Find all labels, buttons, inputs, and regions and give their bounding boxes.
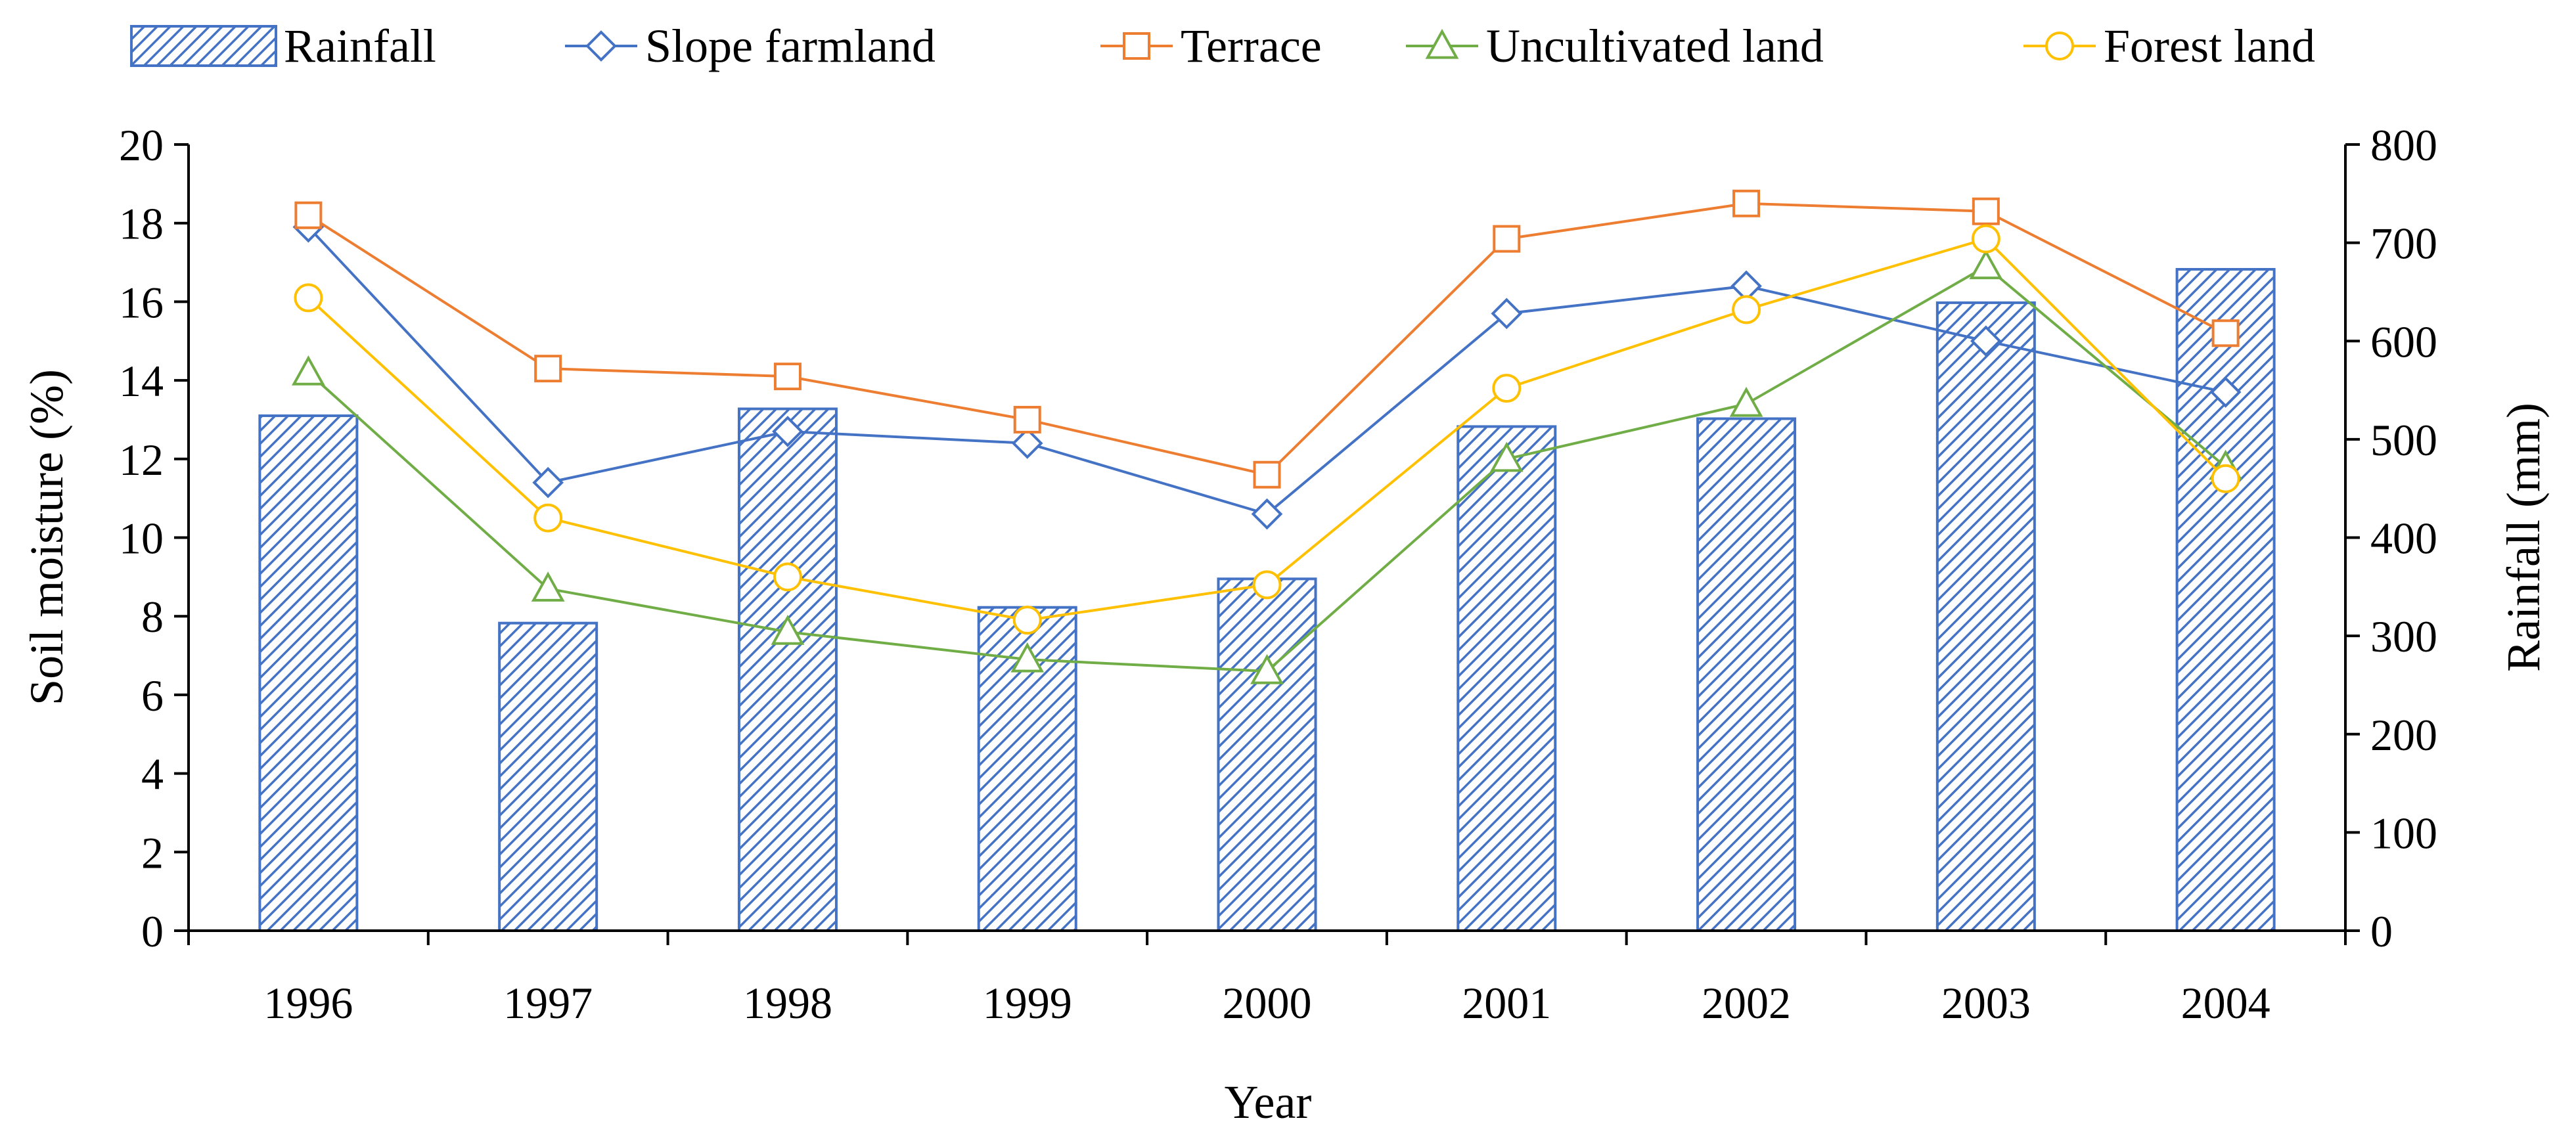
point-forest-land-1999 — [1012, 606, 1042, 635]
left-y-tick-label: 10 — [119, 514, 164, 564]
point-terrace-1998 — [773, 363, 802, 391]
point-terrace-2000 — [1253, 460, 1281, 489]
x-tick-label: 2001 — [1462, 978, 1551, 1028]
point-forest-land-1998 — [773, 562, 802, 592]
point-slope-farmland-1999 — [1011, 428, 1043, 459]
axis-ticks — [174, 143, 2360, 945]
left-y-tick-label: 6 — [141, 671, 164, 721]
point-terrace-1999 — [1013, 405, 1041, 433]
point-uncultivated-land-1998 — [771, 615, 805, 645]
x-tick-label: 2002 — [1702, 978, 1791, 1028]
point-terrace-2004 — [2211, 319, 2240, 347]
point-uncultivated-land-1996 — [291, 355, 325, 386]
right-y-tick-label: 0 — [2370, 906, 2393, 956]
x-tick-label: 1997 — [503, 978, 593, 1028]
right-y-tick-label: 700 — [2370, 219, 2437, 269]
x-tick-label: 2000 — [1223, 978, 1312, 1028]
point-forest-land-2000 — [1252, 570, 1282, 600]
point-uncultivated-land-1997 — [531, 571, 565, 602]
legend-label-uncultivated-land: Uncultivated land — [1486, 20, 1824, 72]
x-tick-label: 1999 — [983, 978, 1072, 1028]
right-y-tick-label: 300 — [2370, 611, 2437, 661]
point-forest-land-2004 — [2211, 464, 2240, 493]
left-y-tick-label: 2 — [141, 828, 164, 878]
legend-marker-slope-farmland — [585, 30, 617, 62]
right-y-axis-title: Rainfall (mm) — [2497, 403, 2550, 672]
point-forest-land-2003 — [1971, 224, 2000, 254]
point-slope-farmland-1998 — [772, 416, 803, 447]
x-tick-labels: 1996 1997 1998 1999 2000 2001 2002 2003 2004 — [263, 978, 2270, 1028]
point-terrace-2003 — [1972, 197, 2000, 225]
legend-label-slope-farmland: Slope farmland — [645, 20, 936, 72]
series-terrace — [294, 189, 2240, 489]
rainfall-bar-2004 — [2175, 268, 2276, 932]
point-slope-farmland-1997 — [532, 466, 564, 499]
rainfall-bar-1998 — [737, 407, 838, 932]
point-terrace-2002 — [1732, 189, 1761, 217]
series-forest-land — [294, 224, 2240, 635]
point-slope-farmland-2000 — [1251, 498, 1283, 530]
rainfall-bar-1997 — [498, 621, 599, 933]
point-slope-farmland-2004 — [2209, 376, 2242, 408]
point-forest-land-2001 — [1492, 374, 1522, 403]
legend-item-forest-land: Forest land — [2023, 20, 2315, 72]
legend-item-rainfall: Rainfall — [130, 20, 436, 72]
point-uncultivated-land-2001 — [1489, 441, 1524, 472]
rainfall-bar-1996 — [258, 414, 359, 932]
point-uncultivated-land-2003 — [1969, 249, 2003, 280]
legend-marker-uncultivated-land — [1425, 28, 1459, 59]
point-uncultivated-land-2000 — [1250, 654, 1284, 684]
left-y-tick-label: 0 — [141, 906, 164, 956]
right-y-tick-label: 600 — [2370, 317, 2437, 367]
point-slope-farmland-2003 — [1970, 325, 2002, 357]
point-forest-land-2002 — [1732, 295, 1761, 324]
point-forest-land-1996 — [294, 283, 323, 313]
left-y-tick-label: 16 — [119, 277, 164, 327]
left-y-tick-label: 20 — [119, 120, 164, 170]
x-tick-label: 1996 — [263, 978, 353, 1028]
right-y-tick-label: 800 — [2370, 120, 2437, 170]
x-tick-label: 1998 — [743, 978, 832, 1028]
legend-item-uncultivated-land: Uncultivated land — [1406, 20, 1824, 72]
left-y-tick-label: 12 — [119, 435, 164, 485]
point-terrace-1997 — [534, 355, 562, 383]
left-y-axis-title: Soil moisture (%) — [20, 369, 73, 705]
point-terrace-2001 — [1493, 225, 1521, 253]
rainfall-bars — [258, 268, 2276, 933]
point-forest-land-1997 — [533, 503, 563, 533]
legend-label-forest-land: Forest land — [2104, 20, 2315, 72]
legend-label-rainfall: Rainfall — [284, 20, 436, 72]
series-uncultivated-land — [291, 249, 2243, 684]
legend-label-terrace: Terrace — [1181, 20, 1322, 72]
rainfall-bar-2002 — [1696, 417, 1797, 932]
legend-marker-terrace — [1123, 32, 1150, 60]
legend-marker-forest-land — [2045, 32, 2074, 60]
right-y-tick-labels: 0 100 200 300 400 500 600 700 800 — [2370, 120, 2437, 956]
point-terrace-1996 — [294, 201, 323, 229]
legend-item-terrace: Terrace — [1100, 20, 1322, 72]
x-tick-label: 2003 — [1941, 978, 2031, 1028]
left-y-tick-label: 4 — [141, 749, 164, 799]
left-y-tick-label: 18 — [119, 199, 164, 249]
right-y-tick-label: 100 — [2370, 808, 2437, 858]
right-y-tick-label: 400 — [2370, 514, 2437, 564]
right-y-tick-label: 500 — [2370, 415, 2437, 465]
point-uncultivated-land-1999 — [1010, 642, 1045, 673]
point-slope-farmland-2001 — [1491, 298, 1523, 330]
left-y-tick-label: 8 — [141, 592, 164, 642]
legend-swatch-rainfall — [130, 25, 277, 67]
rainfall-bar-2000 — [1217, 577, 1317, 932]
rainfall-bar-2001 — [1457, 425, 1557, 932]
legend-item-slope-farmland: Slope farmland — [565, 20, 936, 72]
x-tick-label: 2004 — [2181, 978, 2271, 1028]
left-y-tick-labels: 0 2 4 6 8 10 12 14 16 18 20 — [119, 120, 164, 956]
soil-moisture-lines — [291, 189, 2243, 684]
point-uncultivated-land-2002 — [1729, 386, 1763, 417]
x-axis-title: Year — [1225, 1076, 1312, 1128]
right-y-tick-label: 200 — [2370, 710, 2437, 760]
legend: Rainfall Slope farmland Terrace Uncultivate… — [130, 20, 2315, 72]
left-y-tick-label: 14 — [119, 356, 164, 406]
rainfall-bar-2003 — [1935, 301, 2036, 932]
